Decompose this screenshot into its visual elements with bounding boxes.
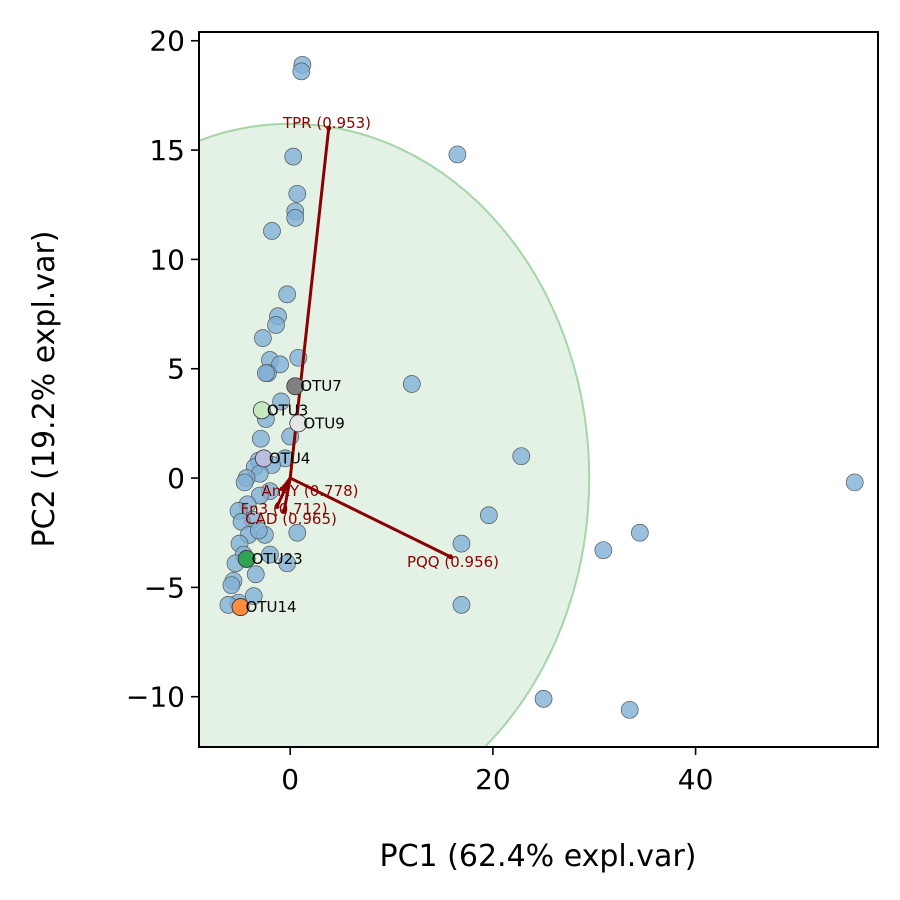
highlighted-point xyxy=(289,414,308,433)
data-point xyxy=(452,596,471,614)
highlighted-point-label: OTU9 xyxy=(303,414,345,432)
loading-vector xyxy=(282,477,292,512)
data-point xyxy=(594,541,613,560)
plot-area: TPR (0.953) PQQ (0.956) AnkY (0.778)Fn3 (0… xyxy=(199,55,864,747)
data-point xyxy=(448,145,467,164)
loading-vector-label: TPR (0.953) xyxy=(282,114,371,132)
highlighted-point xyxy=(231,598,250,616)
data-point xyxy=(292,62,311,81)
axes: 0 20 40 −10 −5 0 5 10 15 20 xyxy=(126,25,879,796)
highlighted-point xyxy=(286,377,305,396)
data-point xyxy=(286,209,305,227)
data-point xyxy=(630,523,649,542)
highlighted-point xyxy=(237,550,256,568)
loading-vector-label: Fn3 (0.712) xyxy=(240,500,327,518)
x-axis-title: PC1 (62.4% expl.var) xyxy=(380,839,697,874)
data-point xyxy=(845,473,864,492)
loading-vector xyxy=(289,476,451,559)
y-tick-label: 10 xyxy=(149,243,185,276)
loading-vector-tip xyxy=(326,125,332,131)
data-point xyxy=(257,364,275,382)
data-point xyxy=(271,355,289,374)
data-point xyxy=(251,429,270,448)
loading-vector-label: AnkY (0.778) xyxy=(261,482,358,500)
data-point xyxy=(284,147,303,166)
x-tick-label: 40 xyxy=(678,763,714,796)
loading-vector-label: CAD (0.965) xyxy=(245,510,337,528)
data-point xyxy=(288,523,307,542)
loading-vector-tip xyxy=(281,508,287,514)
highlighted-point-label: OTU4 xyxy=(269,449,311,467)
data-point xyxy=(267,316,285,334)
highlighted-point xyxy=(252,401,271,420)
x-tick-label: 20 xyxy=(475,763,511,796)
data-point xyxy=(246,565,265,584)
data-point xyxy=(402,375,421,393)
x-tick-label: 0 xyxy=(281,763,299,796)
highlighted-point-label: OTU14 xyxy=(246,598,297,616)
data-point xyxy=(272,392,290,411)
y-tick-label: −5 xyxy=(144,571,185,604)
highlighted-point-label: OTU7 xyxy=(300,377,342,395)
y-tick-label: 20 xyxy=(149,25,185,58)
data-point xyxy=(278,554,297,573)
highlighted-point-label: OTU23 xyxy=(252,550,303,568)
data-point xyxy=(253,329,272,347)
y-tick-label: −10 xyxy=(126,681,185,714)
y-tick-label: 0 xyxy=(167,462,185,495)
data-point xyxy=(261,545,279,564)
data-point xyxy=(278,285,297,304)
data-point xyxy=(620,700,639,719)
loading-vector-label: PQQ (0.956) xyxy=(407,553,499,571)
data-point xyxy=(452,534,471,553)
data-point xyxy=(222,576,241,595)
data-point xyxy=(263,222,281,240)
data-point xyxy=(534,690,553,708)
highlighted-point xyxy=(254,449,273,468)
data-point xyxy=(249,521,268,540)
data-point xyxy=(250,486,269,505)
data-point xyxy=(235,473,254,492)
data-point xyxy=(512,447,531,466)
loading-vector-tip xyxy=(274,503,280,509)
data-point xyxy=(479,506,498,525)
loading-vector-tip xyxy=(447,554,453,560)
plot-frame xyxy=(198,31,879,748)
data-point xyxy=(244,587,263,605)
y-axis-title: PC2 (19.2% expl.var) xyxy=(27,231,62,548)
data-point xyxy=(288,184,307,203)
y-tick-label: 5 xyxy=(167,353,185,386)
confidence-ellipse xyxy=(199,122,591,747)
y-tick-label: 15 xyxy=(149,134,185,167)
